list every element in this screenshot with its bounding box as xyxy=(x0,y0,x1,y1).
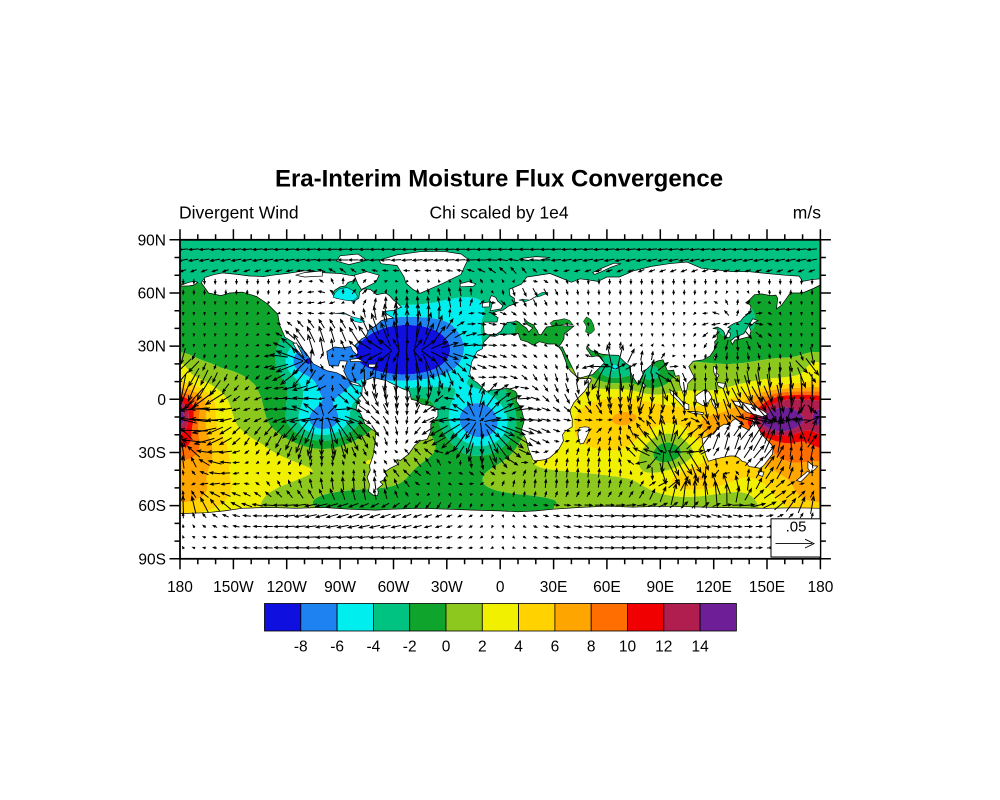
svg-text:-4: -4 xyxy=(367,639,381,656)
svg-text:120W: 120W xyxy=(266,579,307,596)
svg-text:14: 14 xyxy=(691,639,709,656)
svg-text:30E: 30E xyxy=(540,579,568,596)
svg-text:30N: 30N xyxy=(138,339,166,356)
svg-text:Divergent Wind: Divergent Wind xyxy=(179,203,299,223)
svg-text:0: 0 xyxy=(496,579,505,596)
svg-text:Chi scaled by 1e4: Chi scaled by 1e4 xyxy=(429,203,568,223)
svg-text:-2: -2 xyxy=(403,639,417,656)
svg-text:2: 2 xyxy=(478,639,487,656)
svg-text:30W: 30W xyxy=(431,579,463,596)
svg-text:90W: 90W xyxy=(324,579,356,596)
svg-text:180: 180 xyxy=(167,579,193,596)
svg-text:90N: 90N xyxy=(138,232,166,249)
svg-text:180: 180 xyxy=(807,579,833,596)
svg-text:60E: 60E xyxy=(593,579,621,596)
svg-text:8: 8 xyxy=(587,639,596,656)
svg-text:.05: .05 xyxy=(786,519,807,536)
svg-text:150E: 150E xyxy=(749,579,785,596)
svg-text:10: 10 xyxy=(619,639,637,656)
svg-text:60N: 60N xyxy=(138,286,166,303)
svg-text:6: 6 xyxy=(551,639,560,656)
svg-text:60S: 60S xyxy=(138,498,166,515)
svg-text:Era-Interim Moisture Flux Conv: Era-Interim Moisture Flux Convergence xyxy=(275,166,723,193)
svg-text:-8: -8 xyxy=(294,639,308,656)
svg-text:12: 12 xyxy=(655,639,672,656)
svg-text:-6: -6 xyxy=(330,639,344,656)
svg-text:30S: 30S xyxy=(138,445,166,462)
svg-text:0: 0 xyxy=(442,639,451,656)
svg-text:4: 4 xyxy=(514,639,523,656)
svg-text:60W: 60W xyxy=(378,579,410,596)
svg-text:150W: 150W xyxy=(213,579,254,596)
svg-text:m/s: m/s xyxy=(793,203,821,223)
svg-text:0: 0 xyxy=(157,392,166,409)
svg-text:90S: 90S xyxy=(138,551,166,568)
svg-text:90E: 90E xyxy=(647,579,675,596)
svg-text:120E: 120E xyxy=(696,579,732,596)
